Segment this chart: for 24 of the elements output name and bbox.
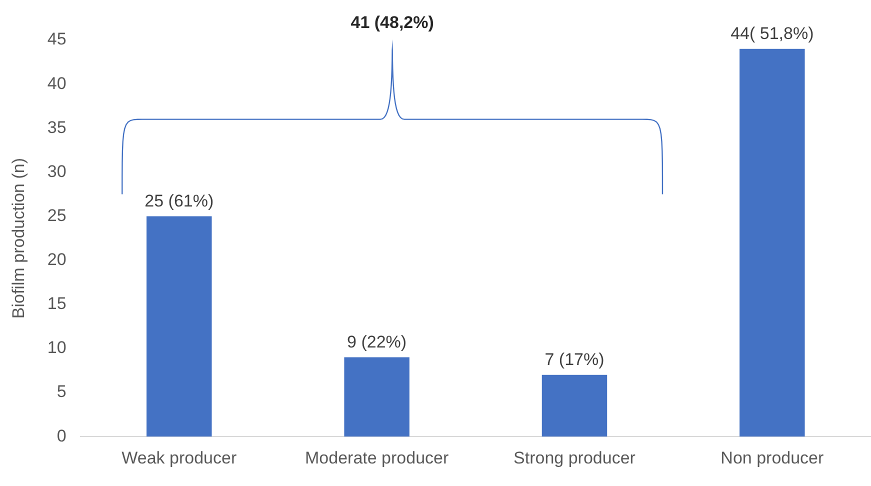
y-tick-label: 35 [47,118,66,137]
y-tick-label: 20 [47,250,66,270]
data-label: 7 (17%) [544,350,604,370]
bar [740,48,805,437]
bar [542,374,608,437]
y-tick-label: 10 [47,338,66,358]
data-label: 9 (22%) [347,332,407,352]
y-tick-label: 30 [47,162,66,181]
y-tick-label: 45 [47,30,66,49]
x-tick-label: Strong producer [514,448,636,468]
x-tick-label: Weak producer [122,448,237,468]
x-tick-label: Moderate producer [305,448,449,468]
y-tick-label: 40 [47,74,66,93]
x-tick-label: Non producer [720,448,824,468]
data-label: 25 (61%) [144,191,214,210]
y-tick-label: 0 [56,426,66,446]
data-label: 44( 51,8%) [730,24,814,43]
y-tick-label: 25 [47,206,66,225]
text: 41 (48,2%) [350,13,434,32]
bar [344,357,410,437]
y-tick-label: 5 [56,382,66,402]
y-tick-label: 15 [47,294,66,314]
y-axis-title: Biofilm production (n) [8,158,28,319]
bar [146,216,212,437]
